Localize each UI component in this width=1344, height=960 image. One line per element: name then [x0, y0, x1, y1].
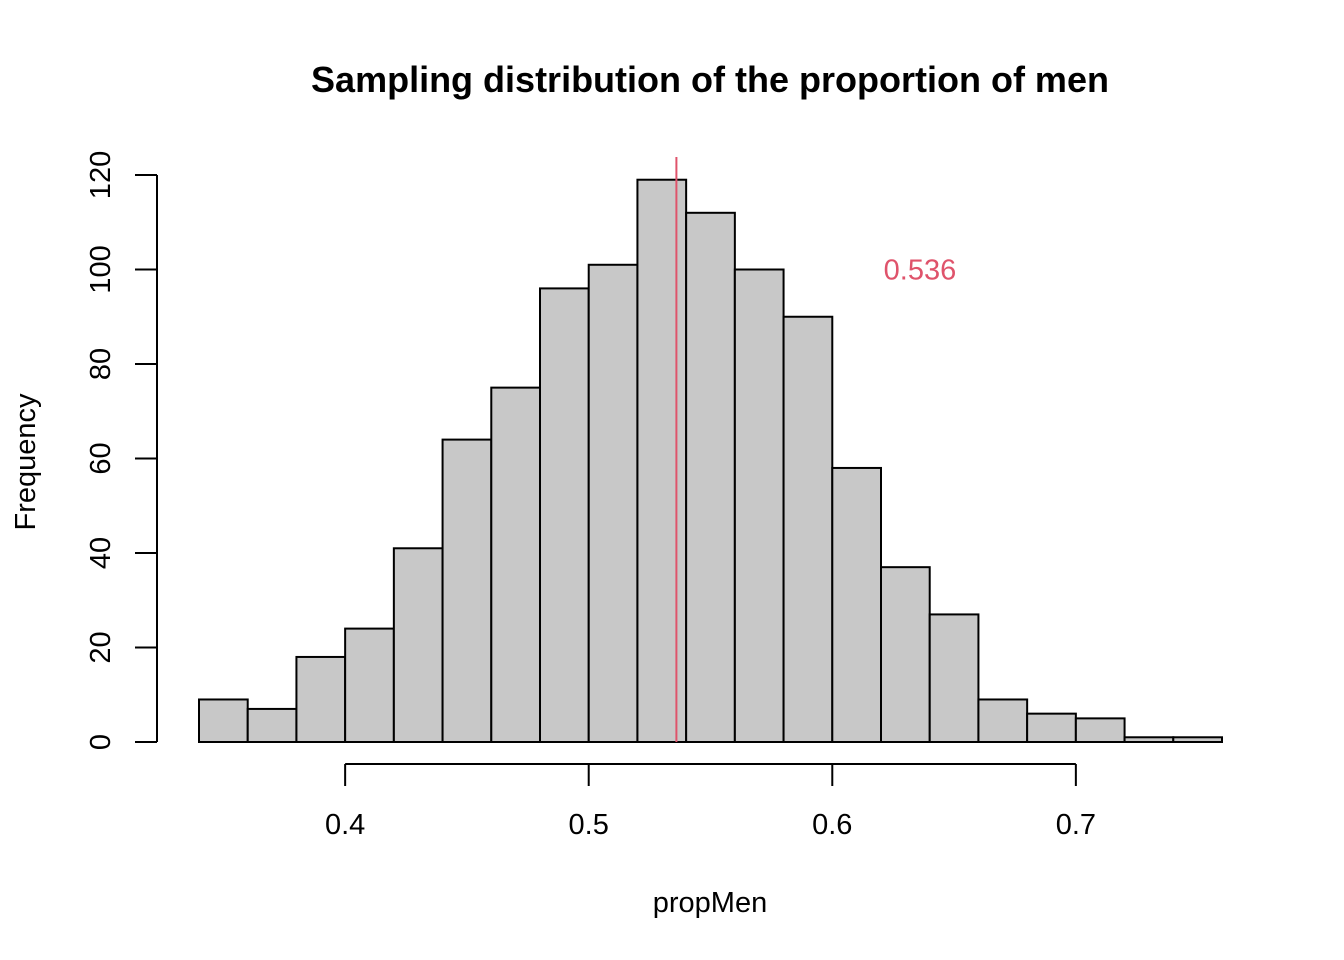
histogram-bar [977, 698, 1029, 743]
histogram-bar [928, 613, 980, 743]
histogram-bar [344, 627, 395, 743]
histogram-bar [685, 211, 736, 744]
y-tick-label: 20 [85, 631, 117, 663]
histogram-bar [587, 263, 639, 743]
x-axis-label: propMen [653, 887, 767, 919]
y-tick-label: 60 [85, 442, 117, 474]
x-tick-label: 0.7 [1056, 809, 1096, 841]
histogram-bar [441, 438, 493, 743]
histogram-bar [1074, 717, 1126, 743]
mean-annotation: 0.536 [884, 255, 957, 287]
histogram-bar [490, 386, 541, 743]
histogram-bar [295, 655, 347, 744]
histogram-bar [782, 315, 834, 743]
x-tick-label: 0.4 [325, 809, 365, 841]
histogram-bar [880, 566, 931, 743]
chart-title: Sampling distribution of the proportion … [311, 59, 1109, 100]
histogram-bar [392, 547, 444, 744]
y-tick-label: 120 [85, 151, 117, 199]
y-tick-label: 80 [85, 348, 117, 380]
x-tick-label: 0.5 [569, 809, 609, 841]
y-axis-label: Frequency [10, 393, 42, 531]
x-tick-label: 0.6 [812, 809, 852, 841]
histogram-bar [246, 707, 298, 743]
x-axis: 0.4 0.5 0.6 0.7 [325, 763, 1096, 841]
histogram-bar [539, 287, 590, 743]
histogram-bar [733, 268, 785, 743]
histogram-bar [198, 698, 249, 743]
histogram-bar [831, 466, 882, 743]
histogram-bar [636, 178, 688, 744]
histogram-bar [1026, 712, 1077, 744]
y-tick-label: 40 [85, 537, 117, 569]
y-tick-label: 100 [85, 245, 117, 293]
histogram-bar [1123, 736, 1175, 744]
y-axis: 0 20 40 60 80 100 120 [85, 151, 158, 750]
y-tick-label: 0 [85, 734, 117, 750]
bars-group [198, 178, 1224, 744]
histogram-bar [1172, 736, 1224, 744]
